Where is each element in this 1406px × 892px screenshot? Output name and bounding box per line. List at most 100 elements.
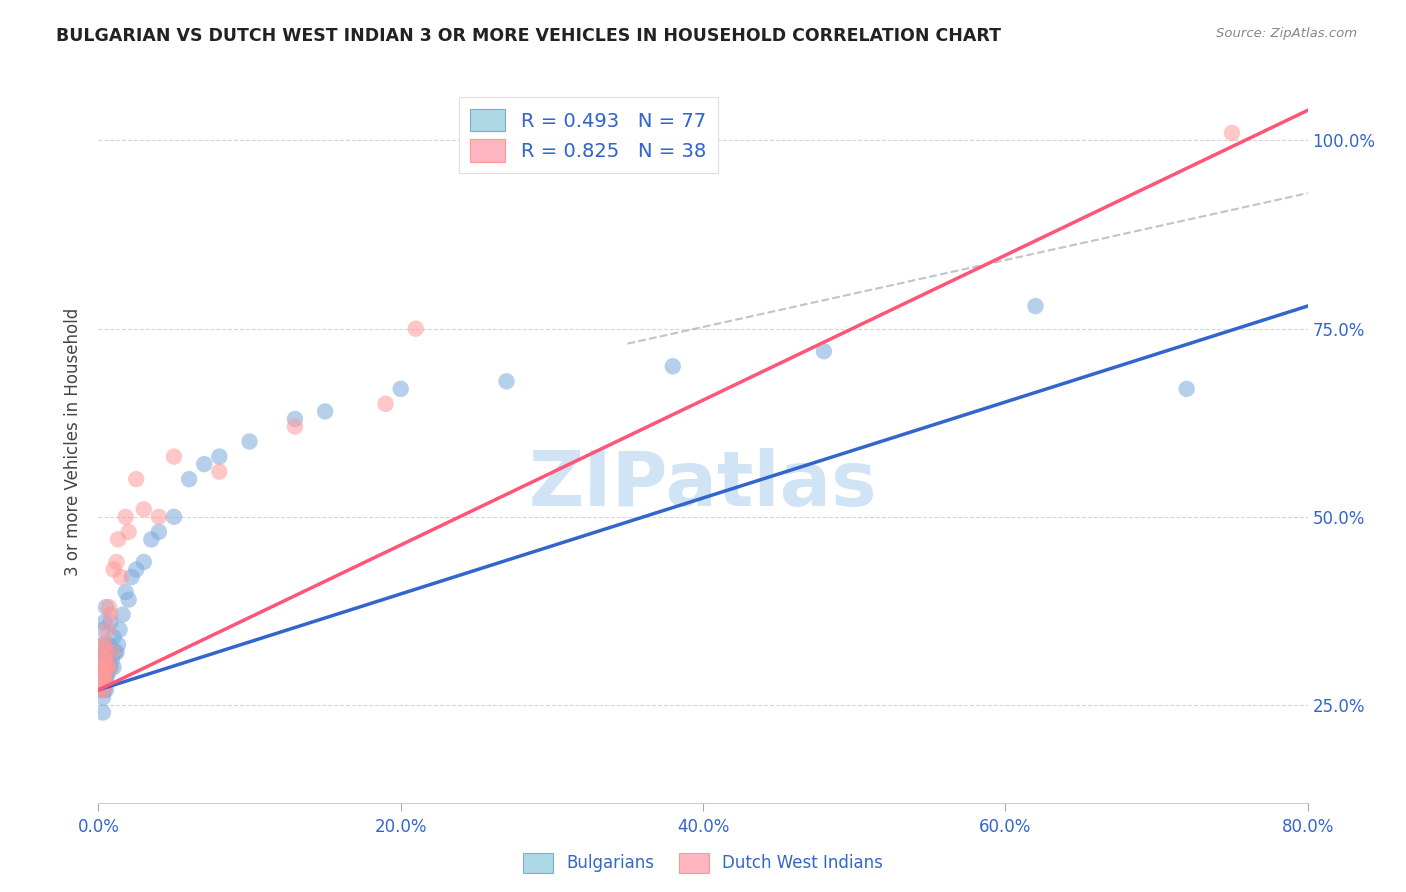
Point bbox=[91, 668, 114, 682]
Point bbox=[91, 706, 114, 720]
Point bbox=[91, 623, 114, 637]
Point bbox=[284, 419, 307, 434]
Point bbox=[94, 645, 117, 659]
Point bbox=[91, 668, 114, 682]
Point bbox=[91, 638, 114, 652]
Point bbox=[94, 660, 117, 674]
Point bbox=[94, 660, 117, 674]
Point bbox=[96, 645, 118, 659]
Point bbox=[94, 675, 117, 690]
Point bbox=[107, 533, 129, 547]
Point bbox=[125, 562, 148, 576]
Point bbox=[91, 653, 114, 667]
Point bbox=[94, 645, 117, 659]
Point bbox=[91, 660, 114, 674]
Point bbox=[93, 675, 115, 690]
Point bbox=[179, 472, 201, 486]
Point bbox=[125, 472, 148, 486]
Point bbox=[94, 668, 117, 682]
Point bbox=[813, 344, 835, 359]
Point bbox=[105, 645, 128, 659]
Point bbox=[91, 660, 114, 674]
Point bbox=[114, 585, 136, 599]
Point bbox=[118, 592, 141, 607]
Point bbox=[96, 660, 118, 674]
Point bbox=[132, 555, 155, 569]
Point bbox=[100, 660, 122, 674]
Point bbox=[98, 660, 121, 674]
Point bbox=[91, 653, 114, 667]
Point bbox=[148, 509, 170, 524]
Point bbox=[93, 682, 115, 697]
Point bbox=[94, 638, 117, 652]
Point bbox=[374, 397, 396, 411]
Point bbox=[93, 675, 115, 690]
Point bbox=[1175, 382, 1198, 396]
Point bbox=[91, 682, 114, 697]
Point bbox=[107, 638, 129, 652]
Point bbox=[111, 607, 134, 622]
Point bbox=[314, 404, 336, 418]
Point bbox=[94, 600, 117, 615]
Point bbox=[103, 630, 125, 644]
Point bbox=[163, 450, 186, 464]
Point bbox=[96, 660, 118, 674]
Y-axis label: 3 or more Vehicles in Household: 3 or more Vehicles in Household bbox=[65, 308, 83, 575]
Point bbox=[98, 660, 121, 674]
Point bbox=[91, 653, 114, 667]
Point bbox=[91, 675, 114, 690]
Point bbox=[91, 668, 114, 682]
Point bbox=[91, 660, 114, 674]
Point bbox=[91, 638, 114, 652]
Point bbox=[91, 645, 114, 659]
Point bbox=[121, 570, 143, 584]
Point bbox=[239, 434, 262, 449]
Point bbox=[114, 509, 136, 524]
Text: BULGARIAN VS DUTCH WEST INDIAN 3 OR MORE VEHICLES IN HOUSEHOLD CORRELATION CHART: BULGARIAN VS DUTCH WEST INDIAN 3 OR MORE… bbox=[56, 27, 1001, 45]
Point bbox=[105, 555, 128, 569]
Point bbox=[94, 668, 117, 682]
Legend: Bulgarians, Dutch West Indians: Bulgarians, Dutch West Indians bbox=[516, 847, 890, 880]
Point bbox=[103, 660, 125, 674]
Point bbox=[108, 623, 131, 637]
Point bbox=[93, 645, 115, 659]
Point bbox=[90, 660, 112, 674]
Point bbox=[94, 675, 117, 690]
Point bbox=[94, 682, 117, 697]
Point bbox=[93, 660, 115, 674]
Point bbox=[1024, 299, 1046, 313]
Point bbox=[90, 668, 112, 682]
Point bbox=[100, 615, 122, 630]
Point bbox=[101, 653, 124, 667]
Point bbox=[100, 645, 122, 659]
Point bbox=[91, 682, 114, 697]
Point bbox=[93, 668, 115, 682]
Point bbox=[91, 690, 114, 705]
Point bbox=[93, 615, 115, 630]
Point bbox=[163, 509, 186, 524]
Point bbox=[1220, 126, 1243, 140]
Point bbox=[93, 675, 115, 690]
Point bbox=[90, 668, 112, 682]
Point bbox=[93, 653, 115, 667]
Point bbox=[93, 668, 115, 682]
Point bbox=[93, 668, 115, 682]
Point bbox=[118, 524, 141, 539]
Point bbox=[104, 645, 127, 659]
Point bbox=[94, 653, 117, 667]
Point bbox=[208, 465, 231, 479]
Point bbox=[98, 600, 121, 615]
Point bbox=[91, 660, 114, 674]
Point bbox=[91, 675, 114, 690]
Point bbox=[93, 653, 115, 667]
Point bbox=[193, 457, 215, 471]
Text: ZIPatlas: ZIPatlas bbox=[529, 448, 877, 522]
Point bbox=[405, 321, 427, 335]
Point bbox=[284, 412, 307, 426]
Point bbox=[110, 570, 132, 584]
Point bbox=[91, 660, 114, 674]
Point bbox=[661, 359, 683, 374]
Point bbox=[141, 533, 163, 547]
Point bbox=[91, 675, 114, 690]
Point bbox=[90, 675, 112, 690]
